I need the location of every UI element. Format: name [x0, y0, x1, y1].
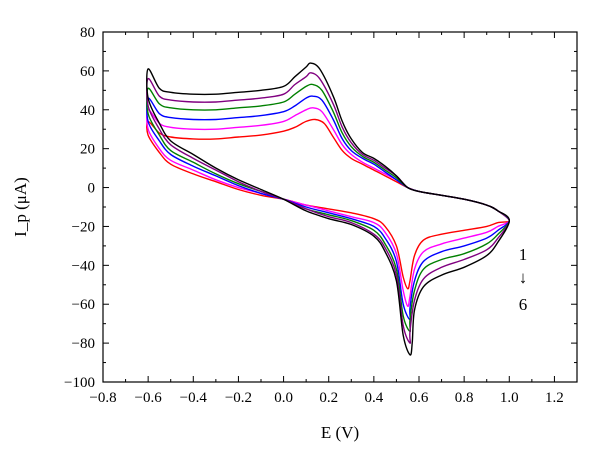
annotation-arrow: ↓	[519, 268, 528, 287]
y-tick-label: −100	[64, 375, 95, 391]
cv-curve-6	[146, 62, 510, 356]
y-tick-label: 60	[80, 64, 95, 80]
x-tick-label: 0.6	[410, 390, 429, 406]
x-tick-label: −0.6	[135, 390, 163, 406]
y-tick-label: −80	[72, 336, 95, 352]
curves	[146, 62, 510, 356]
y-tick-label: −20	[72, 219, 95, 235]
y-tick-label: −40	[72, 258, 95, 274]
y-tick-label: −60	[72, 297, 95, 313]
y-axis-label: I_p (μA)	[11, 177, 30, 237]
cv-curve-5	[146, 72, 510, 344]
y-tick-label: 0	[88, 181, 96, 197]
y-tick-label: 20	[80, 142, 95, 158]
axis-ticks	[102, 31, 578, 383]
x-tick-label: 0.0	[274, 390, 293, 406]
x-tick-label: −0.2	[225, 390, 252, 406]
x-tick-label: 0.8	[455, 390, 474, 406]
x-tick-label: 1.2	[545, 390, 564, 406]
x-tick-label: −0.8	[89, 390, 116, 406]
x-tick-label: −0.4	[180, 390, 208, 406]
x-tick-label: 1.0	[500, 390, 519, 406]
x-tick-label: 0.2	[319, 390, 338, 406]
plot-frame	[102, 31, 578, 383]
y-tick-label: 80	[80, 25, 95, 41]
cv-curve-1	[146, 118, 510, 290]
x-tick-label: 0.4	[364, 390, 383, 406]
cv-curve-2	[146, 107, 510, 307]
x-axis-label: E (V)	[321, 423, 359, 442]
annotation-first-curve: 1	[519, 245, 528, 264]
y-tick-labels: −100 −80 −60 −40 −20 0 20 40 60 80	[64, 25, 95, 391]
x-tick-labels: −0.8 −0.6 −0.4 −0.2 0.0 0.2 0.4 0.6 0.8 1.0 1.2	[89, 390, 563, 406]
annotation-last-curve: 6	[519, 295, 528, 314]
y-tick-label: 40	[80, 103, 95, 119]
